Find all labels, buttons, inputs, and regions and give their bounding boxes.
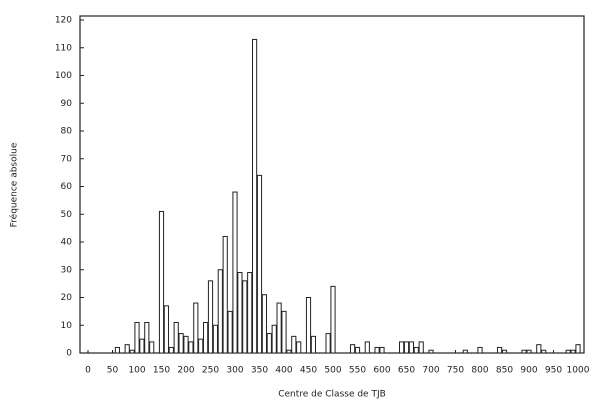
bar	[462, 349, 468, 354]
x-tick-label: 850	[496, 366, 513, 376]
y-tick-label: 40	[61, 238, 73, 248]
x-tick-label: 350	[251, 366, 268, 376]
x-tick-label: 200	[177, 366, 194, 376]
bar	[403, 341, 410, 354]
bar	[418, 341, 424, 354]
bar	[134, 321, 140, 354]
bar	[144, 321, 150, 354]
y-axis-label: Fréquence absolue	[9, 142, 20, 227]
bar	[271, 324, 277, 354]
bar	[188, 341, 194, 354]
bar	[173, 321, 179, 354]
bar	[350, 344, 356, 354]
y-tick-label: 90	[61, 99, 73, 109]
bar	[296, 341, 302, 354]
x-axis-label: Centre de Classe de TJB	[278, 390, 386, 400]
y-tick-label: 20	[61, 293, 73, 303]
bar	[330, 285, 336, 354]
bar	[521, 349, 527, 354]
x-tick-label: 300	[226, 366, 243, 376]
x-tick-label: 500	[324, 366, 341, 376]
x-tick-label: 400	[275, 366, 292, 376]
bar	[168, 346, 174, 354]
x-tick-label: 100	[128, 366, 145, 376]
bar	[379, 346, 385, 354]
bar	[408, 341, 414, 354]
x-tick-label: 250	[202, 366, 219, 376]
bar	[193, 302, 199, 354]
bar	[158, 210, 165, 354]
bar	[477, 346, 483, 354]
bar	[232, 191, 238, 354]
bar	[252, 38, 258, 354]
bar	[163, 305, 169, 354]
bar	[354, 346, 361, 354]
bar	[183, 335, 189, 354]
bar	[399, 341, 405, 354]
x-tick-label: 1000	[567, 366, 590, 376]
y-tick-label: 0	[66, 349, 72, 359]
x-tick-label: 0	[85, 366, 91, 376]
bar	[114, 346, 120, 354]
bar	[428, 349, 434, 354]
bar	[247, 272, 253, 354]
bar	[212, 324, 218, 354]
x-tick-label: 650	[398, 366, 415, 376]
y-tick-label: 100	[55, 71, 72, 81]
bar	[305, 297, 312, 354]
bar	[325, 333, 331, 354]
bar	[291, 335, 297, 354]
bar	[129, 349, 135, 354]
y-tick-label: 60	[61, 182, 73, 192]
x-tick-label: 900	[520, 366, 537, 376]
bar	[497, 346, 503, 354]
x-tick-label: 600	[373, 366, 390, 376]
bar	[178, 333, 184, 354]
y-tick-label: 120	[55, 16, 72, 26]
bar	[261, 294, 267, 354]
bar	[526, 349, 532, 354]
x-tick-label: 150	[153, 366, 170, 376]
bar	[541, 349, 547, 354]
bar	[310, 335, 316, 354]
y-tick-label: 50	[61, 210, 73, 220]
bar	[565, 349, 571, 354]
x-tick-label: 50	[107, 366, 119, 376]
bar	[139, 338, 145, 354]
y-tick-label: 70	[61, 154, 73, 164]
bar	[227, 310, 233, 354]
bar	[413, 346, 419, 354]
bar	[198, 338, 204, 354]
y-tick-label: 80	[61, 127, 73, 137]
x-tick-label: 700	[422, 366, 439, 376]
bar	[570, 349, 576, 354]
y-tick-label: 10	[61, 321, 73, 331]
x-tick-label: 750	[447, 366, 464, 376]
bar	[281, 310, 287, 354]
x-tick-label: 550	[349, 366, 366, 376]
bar	[124, 344, 130, 354]
y-tick-label: 110	[55, 43, 72, 53]
y-tick-label: 30	[61, 265, 73, 275]
x-tick-label: 450	[300, 366, 317, 376]
bar	[266, 333, 272, 354]
bar	[501, 349, 508, 354]
bar	[575, 344, 581, 354]
bar	[217, 269, 223, 354]
bar	[256, 174, 263, 354]
x-tick-label: 800	[471, 366, 488, 376]
bar	[222, 235, 228, 354]
bar	[364, 341, 370, 354]
bar	[242, 280, 248, 354]
x-tick-label: 950	[545, 366, 562, 376]
bar	[276, 302, 282, 354]
bar	[536, 344, 542, 354]
bar	[203, 321, 209, 354]
bar	[207, 280, 214, 354]
bar	[237, 272, 243, 354]
bar	[149, 341, 155, 354]
bar	[374, 346, 380, 354]
bar	[286, 349, 292, 354]
